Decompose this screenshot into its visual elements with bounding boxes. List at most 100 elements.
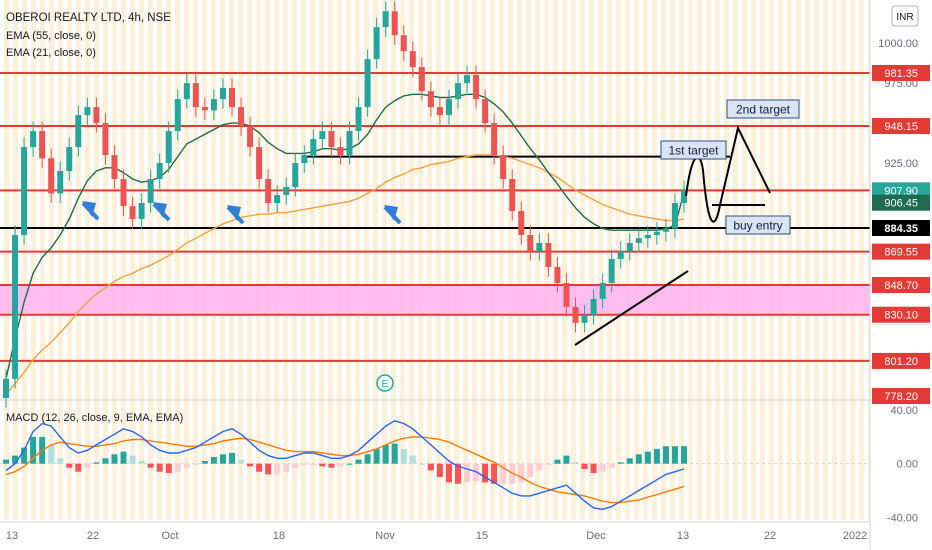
candle-body <box>147 179 154 203</box>
macd-path <box>5 420 685 511</box>
candle-body <box>482 99 489 124</box>
price-label-box <box>872 182 930 199</box>
bg-stripe <box>436 0 441 520</box>
bg-stripe <box>787 0 792 520</box>
candle-body <box>617 250 624 259</box>
macd-hist-bar <box>464 463 471 483</box>
macd-hist-bar <box>174 463 181 472</box>
drawings: E 1st target 2nd target buy entry <box>81 99 800 392</box>
macd-hist-bar <box>210 456 217 464</box>
macd-hist-bar <box>66 463 73 468</box>
macd-hist-bar <box>156 463 163 472</box>
bg-stripe <box>400 0 405 520</box>
candle-body <box>518 210 525 235</box>
macd-hist-bar <box>518 463 525 483</box>
ema55-legend: EMA (55, close, 0) <box>6 30 96 42</box>
macd-hist-bar <box>21 447 28 464</box>
bg-stripe <box>715 0 720 520</box>
price-label-box <box>872 118 930 135</box>
macd-hist-bar <box>319 463 326 467</box>
macd-hist-bar <box>310 463 317 466</box>
candle-body <box>192 83 199 108</box>
price-label: 981.35 <box>884 68 918 80</box>
signal-path <box>5 436 685 504</box>
macd-hist-bar <box>274 463 281 475</box>
currency-badge[interactable] <box>891 5 919 27</box>
candle-body <box>527 234 534 251</box>
bg-stripe <box>373 0 378 520</box>
candle-body <box>427 91 434 108</box>
macd-hist-bar <box>48 444 55 464</box>
price-label: 884.35 <box>884 223 918 235</box>
macd-hist-bar <box>491 463 498 484</box>
bg-stripe <box>391 0 396 520</box>
ema55-line <box>5 154 685 396</box>
bg-stripe <box>463 0 468 520</box>
price-label: 830.10 <box>884 310 918 322</box>
macd-hist-bar <box>283 463 290 472</box>
candle-body <box>590 298 597 315</box>
macd-hist-bar <box>671 446 678 464</box>
earnings-label: E <box>382 379 389 390</box>
macd-hist-bar <box>626 458 633 464</box>
macd-hist-bar <box>554 459 561 464</box>
macd-hist-bar <box>346 463 353 465</box>
bg-stripe <box>652 0 657 520</box>
candle-body <box>156 163 163 180</box>
background-stripes <box>0 0 932 523</box>
macd-hist-bar <box>355 459 362 464</box>
time-tick: 15 <box>476 530 488 542</box>
bg-stripe <box>760 0 765 520</box>
bg-stripe <box>301 0 306 520</box>
bg-stripe <box>841 0 846 520</box>
bg-stripe <box>670 0 675 520</box>
blue-arrow-shaft <box>152 202 171 222</box>
bg-stripe <box>85 0 90 520</box>
candle-body <box>662 228 669 232</box>
bg-stripe <box>283 0 288 520</box>
first-target-label: 1st target <box>668 144 719 158</box>
candle-body <box>39 131 46 159</box>
bg-stripe <box>4 0 9 520</box>
bg-stripe <box>679 0 684 520</box>
bg-stripe <box>805 0 810 520</box>
candle-body <box>3 378 9 398</box>
macd-hist-bar <box>445 463 452 483</box>
macd-hist-bar <box>183 463 190 468</box>
bg-stripe <box>112 0 117 520</box>
first-target-label-box <box>660 140 727 160</box>
macd-hist-bar <box>409 455 416 464</box>
uptrend-line <box>574 270 689 346</box>
macd-tick: 0.00 <box>897 459 918 471</box>
macd-hist-bar <box>482 463 489 483</box>
price-label: 848.70 <box>884 280 918 292</box>
macd-hist-bar <box>418 463 425 465</box>
bg-stripe <box>247 0 252 520</box>
projection-path <box>685 125 771 223</box>
bg-stripe <box>814 0 819 520</box>
macd-hist-bar <box>192 463 199 466</box>
candle-body <box>274 195 281 203</box>
macd-hist-bar <box>3 459 9 464</box>
price-tick: 1000.00 <box>878 38 918 50</box>
candle-body <box>201 107 208 111</box>
ema21-legend: EMA (21, close, 0) <box>6 47 96 59</box>
time-tick: Oct <box>161 530 178 542</box>
price-label-box <box>872 243 930 260</box>
time-tick: Nov <box>375 530 395 542</box>
macd-hist-bar <box>229 452 235 464</box>
bg-stripe <box>310 0 315 520</box>
time-tick: 18 <box>273 530 285 542</box>
bg-stripe <box>823 0 828 520</box>
macd-hist-bar <box>138 461 145 464</box>
bg-stripe <box>382 0 387 520</box>
bg-stripe <box>499 0 504 520</box>
bg-stripe <box>346 0 351 520</box>
bg-stripe <box>526 0 531 520</box>
candle-body <box>491 123 498 156</box>
bg-stripe <box>49 0 54 520</box>
bg-stripe <box>850 0 855 520</box>
time-tick: 13 <box>677 530 689 542</box>
